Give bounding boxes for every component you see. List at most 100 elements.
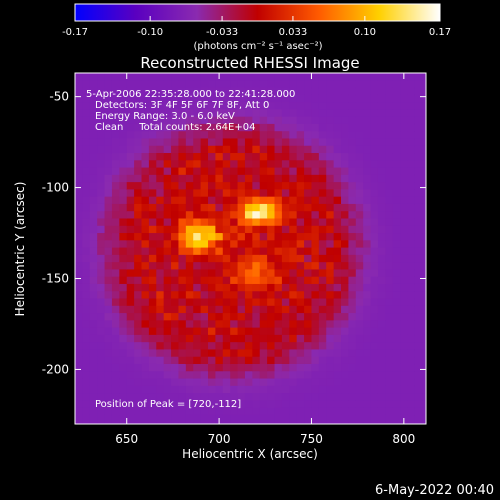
heatmap-cell <box>126 349 135 358</box>
heatmap-cell <box>274 196 283 205</box>
heatmap-cell <box>193 313 202 321</box>
heatmap-cell <box>75 218 83 227</box>
heatmap-cell <box>126 385 135 394</box>
heatmap-cell <box>89 349 98 358</box>
heatmap-cell <box>355 131 364 140</box>
heatmap-cell <box>134 334 143 343</box>
heatmap-cell <box>274 342 283 351</box>
heatmap-cell <box>400 94 409 103</box>
heatmap-cell <box>311 363 320 372</box>
heatmap-cell <box>348 363 357 372</box>
heatmap-cell <box>289 422 298 424</box>
heatmap-cell <box>355 167 364 176</box>
heatmap-cell <box>230 225 239 234</box>
heatmap-cell <box>385 189 394 198</box>
heatmap-cell <box>407 218 416 227</box>
heatmap-cell <box>230 298 239 307</box>
heatmap-cell <box>178 334 187 343</box>
heatmap-cell <box>193 116 202 125</box>
heatmap-cell <box>208 371 216 380</box>
heatmap-cell <box>385 327 394 336</box>
y-tick-label: -50 <box>49 90 69 104</box>
heatmap-cell <box>281 378 290 387</box>
heatmap-cell <box>104 371 113 380</box>
heatmap-cell <box>341 262 350 271</box>
heatmap-cell <box>385 313 394 321</box>
heatmap-cell <box>289 305 298 314</box>
heatmap-cell <box>230 327 239 336</box>
heatmap-cell <box>377 356 386 365</box>
heatmap-cell <box>311 385 320 394</box>
heatmap-cell <box>208 182 216 190</box>
heatmap-cell <box>156 327 165 336</box>
heatmap-cell <box>111 102 120 110</box>
heatmap-cell <box>274 327 283 336</box>
heatmap-cell <box>407 254 416 263</box>
heatmap-cell <box>237 182 246 190</box>
heatmap-cell <box>355 138 364 147</box>
heatmap-cell <box>141 363 150 372</box>
heatmap-cell <box>156 116 165 125</box>
heatmap-cell <box>185 283 194 292</box>
heatmap-cell <box>134 87 143 96</box>
heatmap-cell <box>259 138 268 147</box>
heatmap-cell <box>385 225 394 234</box>
heatmap-cell <box>311 269 320 278</box>
heatmap-cell <box>208 233 216 241</box>
heatmap-cell <box>178 254 187 263</box>
heatmap-cell <box>171 211 180 220</box>
heatmap-cell <box>171 123 180 132</box>
heatmap-cell <box>97 109 106 118</box>
heatmap-cell <box>230 363 239 372</box>
heatmap-cell <box>289 218 298 227</box>
heatmap-cell <box>185 305 194 314</box>
heatmap-cell <box>326 414 335 423</box>
heatmap-cell <box>163 167 172 176</box>
heatmap-cell <box>422 247 426 256</box>
heatmap-cell <box>97 320 106 329</box>
heatmap-cell <box>422 153 426 161</box>
heatmap-cell <box>326 167 335 176</box>
heatmap-cell <box>237 305 246 314</box>
heatmap-cell <box>134 291 143 300</box>
heatmap-cell <box>311 247 320 256</box>
colorbar <box>74 3 441 22</box>
heatmap-cell <box>244 211 253 220</box>
heatmap-cell <box>355 225 364 234</box>
heatmap-cell <box>259 385 268 394</box>
heatmap-cell <box>134 189 143 198</box>
heatmap-cell <box>385 211 394 220</box>
heatmap-cell <box>89 203 98 212</box>
heatmap-cell <box>148 356 157 365</box>
heatmap-cell <box>178 153 187 161</box>
heatmap-cell <box>200 153 209 161</box>
heatmap-cell <box>185 422 194 424</box>
heatmap-cell <box>304 378 313 387</box>
heatmap-cell <box>163 320 172 329</box>
heatmap-cell <box>333 196 342 205</box>
heatmap-cell <box>259 320 268 329</box>
heatmap-cell <box>111 80 120 89</box>
heatmap-cell <box>252 145 261 154</box>
heatmap-cell <box>400 131 409 140</box>
heatmap-cell <box>392 167 401 176</box>
y-tick-label: -100 <box>42 181 69 195</box>
heatmap-cell <box>148 80 157 89</box>
heatmap-cell <box>385 269 394 278</box>
heatmap-cell <box>333 247 342 256</box>
heatmap-cell <box>355 313 364 321</box>
heatmap-cell <box>104 393 113 401</box>
heatmap-cell <box>348 269 357 278</box>
heatmap-cell <box>281 305 290 314</box>
heatmap-cell <box>400 305 409 314</box>
heatmap-cell <box>400 269 409 278</box>
heatmap-cell <box>163 145 172 154</box>
heatmap-cell <box>414 262 423 271</box>
heatmap-cell <box>163 363 172 372</box>
heatmap-cell <box>119 385 128 394</box>
heatmap-cell <box>407 371 416 380</box>
heatmap-cell <box>208 342 216 351</box>
heatmap-cell <box>134 400 143 409</box>
heatmap-cell <box>193 233 202 241</box>
heatmap-cell <box>407 160 416 169</box>
